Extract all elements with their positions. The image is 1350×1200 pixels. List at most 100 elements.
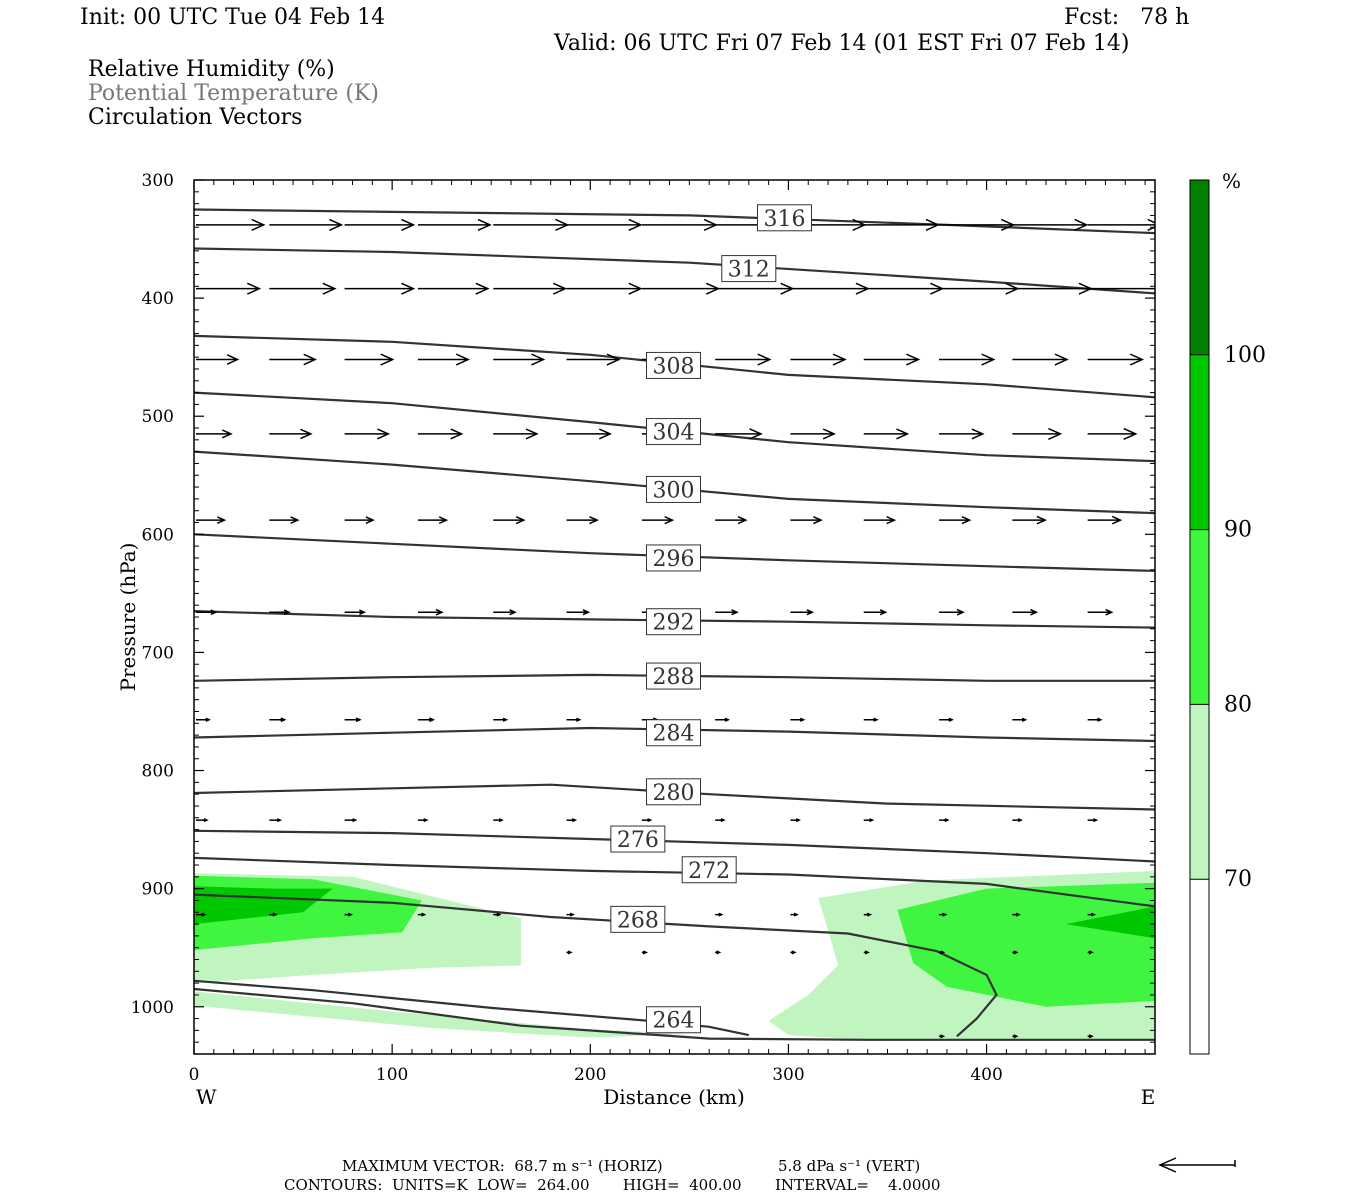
wind-vector — [790, 282, 870, 295]
x-tick-label: 100 — [376, 1065, 408, 1085]
wind-vector — [566, 428, 613, 440]
wind-vector — [344, 717, 362, 723]
theta-contour-268 — [194, 893, 998, 1038]
wind-vector — [715, 516, 748, 525]
contour-label-box — [646, 544, 702, 572]
colorbar-label: 100 — [1224, 343, 1266, 368]
contour-label-292: 292 — [653, 611, 695, 636]
wind-vector — [566, 218, 643, 231]
wind-vector — [1087, 608, 1114, 616]
wind-vector — [196, 912, 207, 917]
axes: 300 400 500 600 700 800 900 1000 0 100 200 300 400 — [131, 171, 1155, 1085]
wind-vector — [417, 218, 492, 231]
wind-vector — [863, 516, 897, 525]
contour-label-276: 276 — [617, 828, 659, 853]
wind-vector — [790, 912, 799, 917]
contour-label-box — [646, 719, 702, 747]
wind-vector — [715, 282, 795, 295]
wind-vector — [417, 717, 436, 723]
contour-label-box — [681, 856, 737, 884]
wind-vector — [493, 717, 509, 722]
wind-vector — [939, 1034, 946, 1039]
wind-vector — [417, 608, 444, 616]
contour-label-box — [646, 778, 702, 806]
contour-label-box — [646, 475, 702, 503]
wind-vector — [1087, 218, 1155, 231]
max-vector-vertical: 5.8 dPa s⁻¹ (VERT) — [778, 1157, 921, 1175]
wind-vector — [344, 218, 416, 231]
field-circulation-vectors: Circulation Vectors — [88, 105, 303, 130]
wind-vector — [863, 818, 875, 823]
colorbar-segment — [1190, 354, 1209, 530]
wind-vector — [1087, 717, 1103, 722]
east-label: E — [1141, 1085, 1156, 1109]
colorbar-label: 90 — [1224, 518, 1252, 543]
contour-label-284: 284 — [653, 722, 695, 747]
wind-vector — [269, 218, 344, 231]
wind-vector — [1087, 818, 1099, 823]
wind-vector — [790, 717, 806, 722]
wind-vector — [269, 717, 287, 723]
contour-label-312: 312 — [728, 258, 770, 283]
wind-vector — [269, 912, 278, 917]
wind-vector — [1012, 218, 1089, 231]
colorbar: 100 90 80 70% — [1189, 169, 1266, 1055]
contour-label-304: 304 — [653, 421, 695, 446]
wind-vector — [493, 353, 546, 366]
wind-vector — [939, 950, 946, 955]
y-axis-title: Pressure (hPa) — [116, 543, 140, 692]
valid-time: Valid: 06 UTC Fri 07 Feb 14 (01 EST Fri … — [554, 31, 1130, 56]
colorbar-segment — [1190, 879, 1209, 1054]
wind-vector — [790, 516, 823, 525]
wind-vector — [344, 818, 358, 823]
wind-vector — [1012, 818, 1023, 823]
wind-vector — [939, 353, 996, 366]
wind-vector — [863, 912, 873, 917]
contour-label-308: 308 — [653, 354, 695, 379]
wind-vector — [196, 818, 209, 823]
reference-vector-arrow — [1158, 1157, 1236, 1173]
wind-vector — [1087, 515, 1123, 525]
theta-contour-316 — [194, 208, 1155, 235]
wind-vector — [939, 516, 972, 525]
wind-vector — [939, 282, 1020, 295]
wind-vector — [566, 282, 643, 295]
wind-vector — [863, 950, 870, 955]
wind-vector — [939, 428, 985, 440]
wind-vector — [1012, 608, 1039, 616]
west-label: W — [196, 1085, 217, 1109]
wind-vector — [790, 353, 847, 366]
wind-vector — [566, 717, 582, 722]
y-tick-label: 400 — [142, 289, 174, 309]
y-tick-label: 600 — [142, 525, 174, 545]
wind-vector — [269, 353, 317, 366]
field-relative-humidity: Relative Humidity (%) — [88, 57, 335, 82]
theta-contour-280 — [194, 783, 1155, 811]
wind-vector — [715, 609, 739, 616]
y-tick-label: 300 — [142, 171, 174, 191]
wind-vector — [417, 912, 427, 917]
wind-vector — [939, 717, 954, 722]
wind-vector — [1087, 353, 1145, 366]
y-tick-label: 800 — [142, 762, 174, 782]
wind-vector — [1012, 912, 1021, 917]
wind-vector — [863, 218, 940, 231]
wind-vector — [493, 516, 526, 525]
contour-label-296: 296 — [653, 547, 695, 572]
contour-label-box — [646, 608, 702, 636]
max-vector-horizontal: MAXIMUM VECTOR: 68.7 m s⁻¹ (HORIZ) — [342, 1157, 663, 1175]
wind-vector — [417, 282, 490, 295]
wind-vector — [196, 429, 233, 439]
wind-vector — [344, 282, 416, 295]
wind-vector — [863, 609, 888, 616]
theta-contour-276 — [194, 829, 1155, 863]
field-potential-temperature: Potential Temperature (K) — [88, 81, 379, 106]
wind-vector — [344, 516, 375, 525]
theta-contour-312 — [194, 247, 1155, 295]
wind-vector — [939, 818, 950, 823]
wind-vector — [566, 516, 599, 525]
wind-vector — [939, 912, 948, 917]
wind-vector — [641, 818, 653, 823]
contour-label-268: 268 — [617, 908, 659, 933]
y-tick-label: 700 — [142, 643, 174, 663]
